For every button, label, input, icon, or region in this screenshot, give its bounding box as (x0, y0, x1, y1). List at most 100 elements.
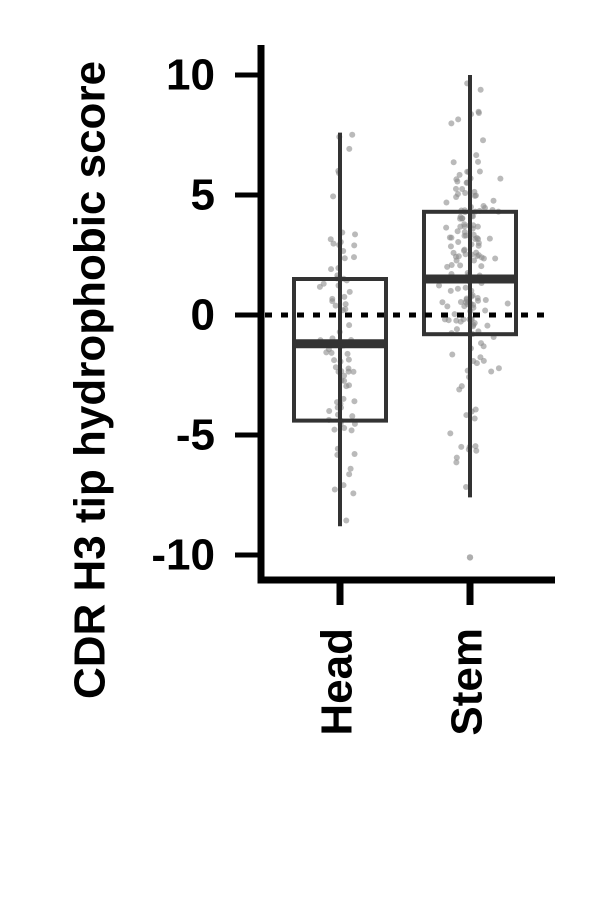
box-stem (422, 209, 518, 337)
data-point (328, 266, 335, 273)
data-point (457, 298, 464, 305)
y-ticks: 10 5 0 -5 -10 (151, 51, 261, 580)
outlier-point (466, 554, 474, 561)
data-point (436, 282, 443, 289)
data-point (351, 242, 358, 249)
data-point (492, 255, 499, 262)
data-point (327, 236, 334, 243)
data-point (352, 231, 359, 238)
data-point (454, 228, 461, 235)
data-point (474, 223, 481, 230)
data-point (475, 239, 482, 246)
data-point (349, 413, 356, 420)
y-axis-title: CDR H3 tip hydrophobic score (66, 61, 115, 699)
data-point (481, 205, 488, 212)
data-point (472, 406, 479, 413)
data-point (349, 131, 356, 138)
data-point (332, 364, 339, 371)
data-point (452, 185, 459, 192)
data-point (473, 249, 480, 256)
data-point (443, 199, 450, 206)
data-point (331, 426, 338, 433)
data-point (346, 145, 353, 152)
data-point (457, 318, 464, 325)
data-point (320, 280, 327, 287)
data-point (453, 176, 460, 183)
data-point (457, 215, 464, 222)
data-point (472, 443, 479, 450)
data-point (497, 175, 504, 182)
data-point (456, 171, 463, 178)
data-point (444, 263, 451, 270)
data-point (482, 307, 489, 314)
data-point (488, 368, 495, 375)
data-point (461, 246, 468, 253)
data-point (477, 86, 484, 93)
data-point (444, 303, 451, 310)
data-point (461, 221, 468, 228)
data-point (345, 382, 352, 389)
data-point (449, 351, 456, 358)
data-point (462, 251, 469, 258)
data-point (447, 430, 454, 437)
data-point (346, 471, 353, 478)
data-point (329, 298, 336, 305)
data-point (458, 443, 465, 450)
data-point (462, 284, 469, 291)
data-point (458, 383, 465, 390)
data-point (448, 120, 455, 127)
data-point (480, 343, 487, 350)
data-point (351, 450, 358, 457)
data-point (347, 465, 354, 472)
data-point (454, 285, 461, 292)
data-point (475, 109, 482, 116)
data-point (351, 398, 358, 405)
data-point (332, 302, 339, 309)
data-point (453, 454, 460, 461)
data-point (480, 137, 487, 144)
data-point (350, 490, 357, 497)
data-point (476, 168, 483, 175)
data-point (345, 356, 352, 363)
x-tick-label-stem: Stem (443, 628, 492, 736)
data-point (346, 288, 353, 295)
data-point (346, 322, 353, 329)
data-point (478, 263, 485, 270)
data-point (331, 357, 338, 364)
data-point (330, 240, 337, 247)
y-tick-label-0: 0 (191, 291, 215, 340)
data-point (457, 262, 464, 269)
data-point (350, 254, 357, 261)
data-point (343, 517, 350, 524)
data-point (446, 234, 453, 241)
data-point (323, 349, 330, 356)
data-point (477, 354, 484, 361)
data-point (474, 295, 481, 302)
data-point (473, 447, 480, 454)
data-point (342, 301, 349, 308)
data-point (447, 287, 454, 294)
data-point (471, 192, 478, 199)
data-point (344, 350, 351, 357)
data-point (453, 459, 460, 466)
data-point (445, 317, 452, 324)
data-point (451, 311, 458, 318)
y-tick-label-10: 10 (166, 51, 215, 100)
data-point (471, 257, 478, 264)
data-point (471, 415, 478, 422)
data-point (486, 235, 493, 242)
data-point (475, 158, 482, 165)
data-point (330, 193, 337, 200)
data-point (463, 232, 470, 239)
data-point (480, 255, 487, 262)
y-tick-label-neg5: -5 (176, 411, 215, 460)
x-tick-label-head: Head (313, 628, 362, 736)
data-point (453, 326, 460, 333)
y-tick-label-neg10: -10 (151, 531, 215, 580)
data-point (450, 159, 457, 166)
data-point (331, 486, 338, 493)
data-point (341, 255, 348, 262)
data-point (490, 197, 497, 204)
jitter-points (316, 80, 511, 561)
